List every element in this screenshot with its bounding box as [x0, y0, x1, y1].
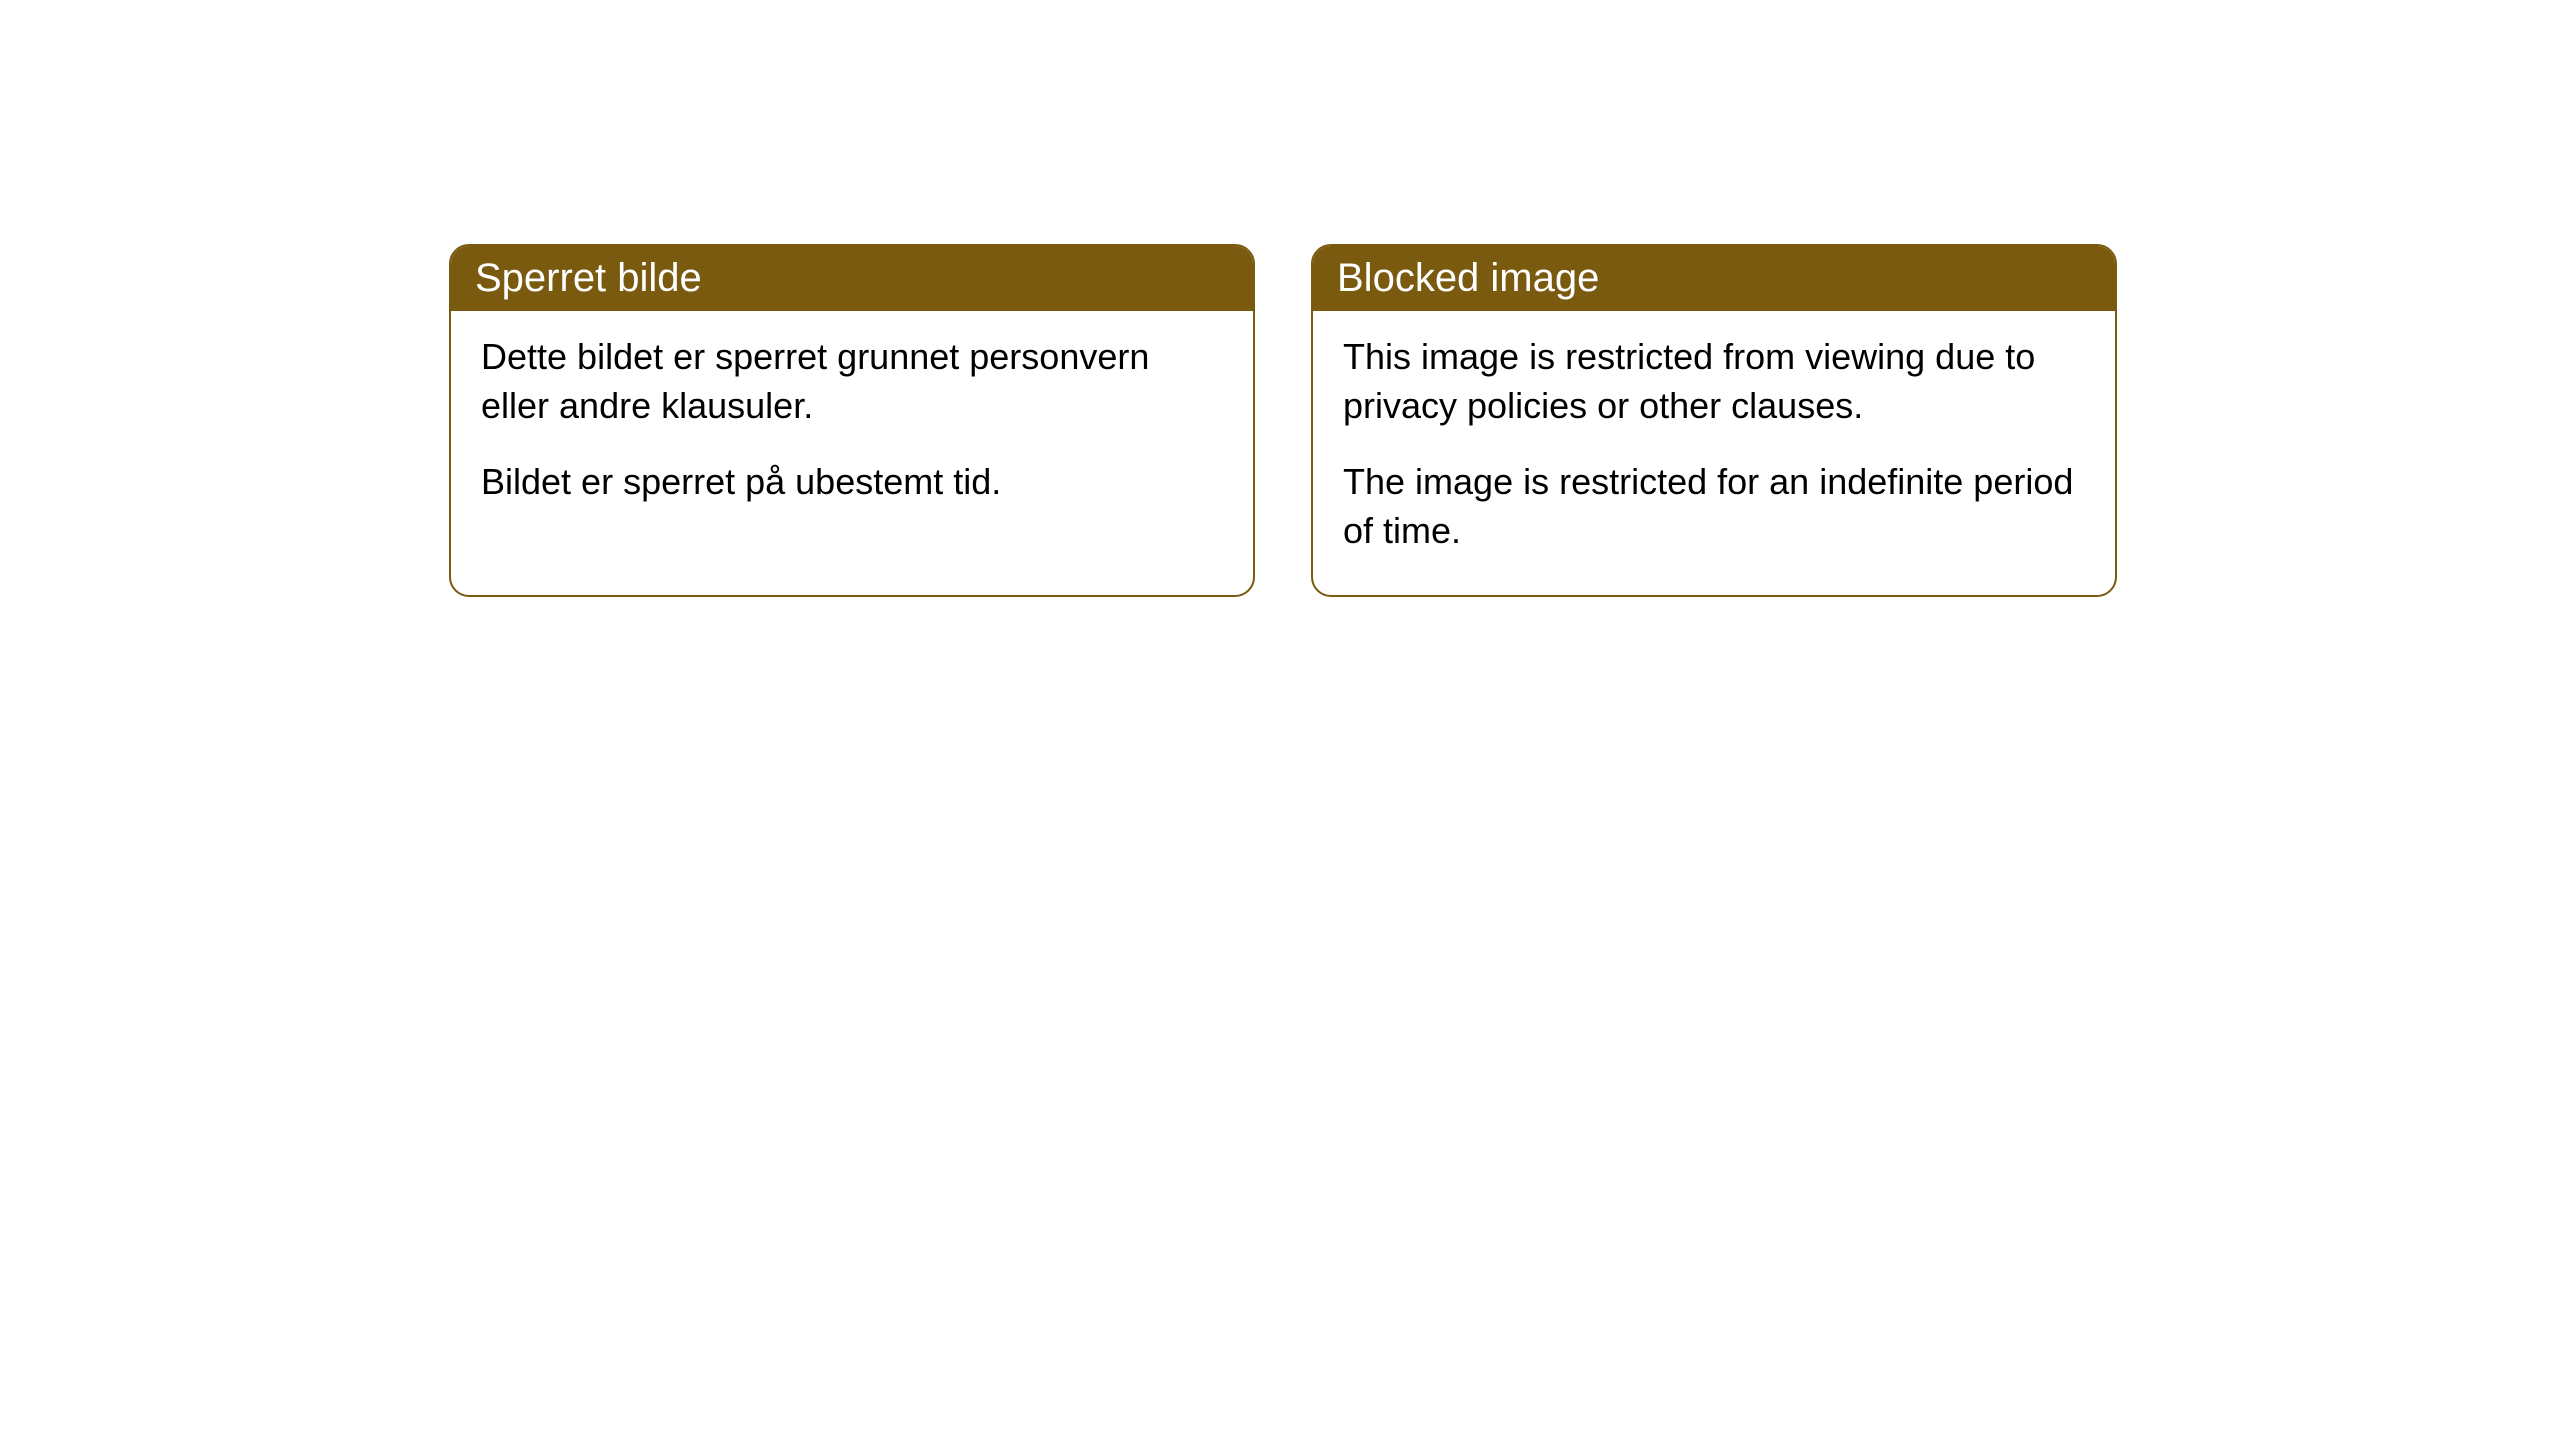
card-paragraph-en-1: This image is restricted from viewing du… — [1343, 333, 2085, 430]
card-paragraph-no-2: Bildet er sperret på ubestemt tid. — [481, 458, 1223, 507]
card-title-en: Blocked image — [1313, 246, 2115, 311]
cards-container: Sperret bilde Dette bildet er sperret gr… — [449, 244, 2117, 597]
card-body-no: Dette bildet er sperret grunnet personve… — [451, 311, 1253, 547]
card-paragraph-en-2: The image is restricted for an indefinit… — [1343, 458, 2085, 555]
card-title-no: Sperret bilde — [451, 246, 1253, 311]
card-body-en: This image is restricted from viewing du… — [1313, 311, 2115, 595]
blocked-image-card-en: Blocked image This image is restricted f… — [1311, 244, 2117, 597]
card-paragraph-no-1: Dette bildet er sperret grunnet personve… — [481, 333, 1223, 430]
blocked-image-card-no: Sperret bilde Dette bildet er sperret gr… — [449, 244, 1255, 597]
